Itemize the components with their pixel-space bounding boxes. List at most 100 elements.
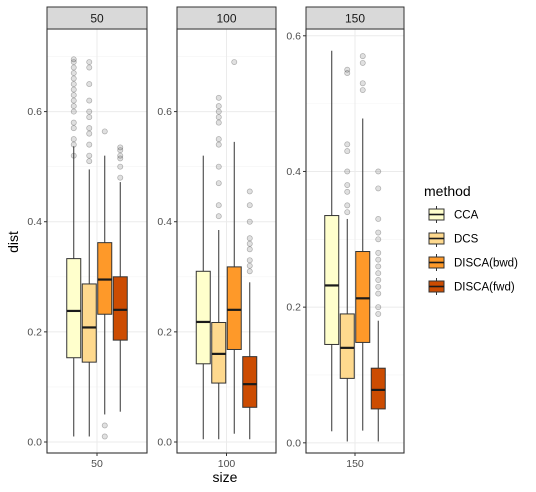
outlier-point [344, 70, 351, 77]
legend-entry-label: DCS [454, 234, 479, 246]
outlier-point [375, 270, 382, 277]
box-group [81, 59, 97, 437]
outlier-point [86, 59, 93, 65]
facet-strip [305, 6, 405, 30]
outlier-point [70, 103, 77, 110]
facet-strip [46, 6, 148, 30]
box-iqr [226, 266, 242, 350]
y-tick-label: 0.6 [286, 30, 301, 42]
outlier-point [375, 249, 382, 256]
outlier-point [70, 119, 77, 126]
outlier-point [344, 141, 351, 148]
outlier-point [375, 277, 382, 283]
box-iqr [211, 321, 227, 384]
outlier-point [70, 56, 77, 63]
box-group [355, 53, 371, 431]
facet-panel: 0.0 0.2 0.4 0.6 100 100 [157, 6, 277, 470]
facet-strip [176, 6, 277, 30]
outlier-point [246, 188, 253, 195]
facet-panels: 0.0 0.2 0.4 0.6 50 50 0.0 0.2 0.4 0.6 100 100 0.0 0.2… [27, 6, 405, 470]
outlier-point [246, 257, 253, 264]
box-group [195, 155, 211, 440]
outlier-point [344, 188, 351, 195]
outlier-point [246, 262, 253, 269]
outlier-point [375, 168, 382, 175]
outlier-point [86, 108, 93, 115]
box-iqr [97, 242, 113, 315]
outlier-point [70, 59, 77, 65]
outlier-point [70, 108, 77, 115]
outlier-point [101, 422, 108, 429]
box-group [66, 56, 82, 437]
y-axis-title: dist [5, 231, 21, 253]
outlier-point [359, 59, 366, 66]
outlier-point [70, 75, 77, 82]
outlier-point [359, 53, 366, 60]
outlier-point [70, 136, 77, 143]
x-tick-label: 100 [218, 458, 236, 470]
x-tick-label: 50 [91, 458, 103, 470]
outlier-point [359, 87, 366, 94]
outlier-point [375, 256, 382, 263]
x-tick-label: 150 [346, 458, 364, 470]
outlier-point [117, 155, 124, 162]
y-tick-label: 0.4 [286, 166, 301, 178]
facet-panel: 0.0 0.2 0.4 0.6 150 150 [286, 6, 405, 470]
facet-strip-label: 50 [90, 12, 104, 26]
outlier-point [117, 163, 124, 170]
legend-key: DISCA(fwd) [428, 278, 515, 295]
legend-entry-label: DISCA(fwd) [454, 282, 515, 294]
outlier-point [344, 168, 351, 175]
outlier-point [375, 310, 382, 317]
outlier-point [344, 66, 351, 73]
outlier-point [231, 59, 238, 65]
outlier-point [117, 152, 124, 159]
y-tick-label: 0.0 [157, 436, 172, 448]
box-iqr [66, 258, 82, 359]
outlier-point [215, 141, 222, 148]
outlier-point [246, 218, 253, 225]
outlier-point [70, 81, 77, 88]
box-group [242, 188, 258, 440]
box-iqr [339, 313, 355, 379]
outlier-point [344, 202, 351, 209]
y-tick-label: 0.2 [27, 326, 42, 338]
outlier-point [375, 229, 382, 236]
outlier-point [246, 235, 253, 242]
outlier-point [246, 246, 253, 253]
box-iqr [195, 270, 211, 365]
outlier-point [101, 128, 108, 135]
outlier-point [86, 130, 93, 137]
y-tick-label: 0.4 [157, 216, 172, 228]
facet-panel: 0.0 0.2 0.4 0.6 50 50 [27, 6, 148, 470]
outlier-point [215, 103, 222, 110]
outlier-point [70, 92, 77, 99]
outlier-point [70, 64, 77, 71]
outlier-point [215, 213, 222, 220]
box-iqr [242, 356, 258, 408]
y-tick-label: 0.4 [27, 216, 42, 228]
box-group [226, 59, 242, 434]
outlier-point [344, 182, 351, 188]
outlier-point [246, 240, 253, 247]
outlier-point [70, 70, 77, 77]
outlier-point [375, 185, 382, 192]
outlier-point [86, 81, 93, 88]
outlier-point [86, 114, 93, 121]
outlier-point [86, 141, 93, 148]
outlier-point [86, 97, 93, 104]
outlier-point [375, 283, 382, 290]
legend-key: DISCA(bwd) [428, 254, 518, 271]
outlier-point [70, 86, 77, 93]
legend-keys: CCA DCS DISCA(bwd) DISCA(fwd) [428, 206, 518, 295]
legend-key: CCA [428, 206, 479, 223]
legend-title: method [424, 183, 471, 199]
legend-key: DCS [428, 230, 479, 247]
box-group [339, 66, 355, 442]
outlier-point [117, 144, 124, 151]
outlier-point [117, 147, 124, 154]
box-group [370, 168, 386, 442]
outlier-point [70, 125, 77, 132]
y-tick-label: 0.0 [286, 437, 301, 449]
